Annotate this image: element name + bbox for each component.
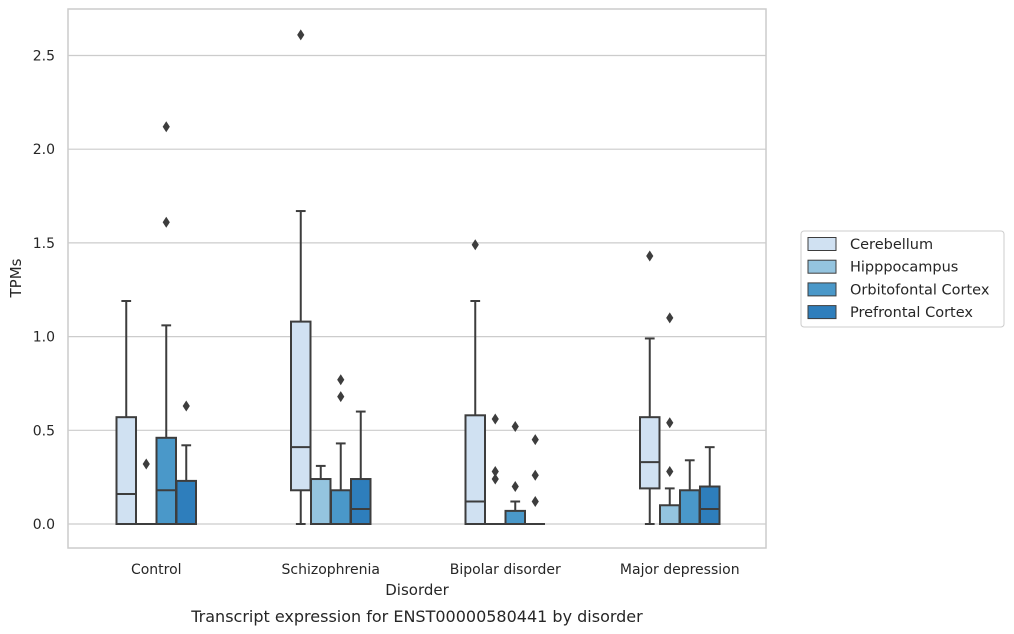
outlier-point bbox=[182, 400, 190, 412]
outlier-point bbox=[142, 458, 150, 470]
outlier-point bbox=[162, 121, 170, 133]
box-plot bbox=[155, 121, 177, 525]
outlier-point bbox=[646, 250, 654, 262]
chart-caption: Transcript expression for ENST0000058044… bbox=[190, 607, 643, 626]
plot-area bbox=[67, 8, 767, 549]
box bbox=[504, 509, 526, 525]
box bbox=[699, 485, 721, 525]
legend-label: Prefrontal Cortex bbox=[850, 305, 973, 321]
outlier-point bbox=[511, 481, 519, 493]
x-axis-title: Disorder bbox=[385, 581, 449, 599]
legend-swatch bbox=[807, 282, 837, 297]
box-plot bbox=[175, 400, 197, 526]
legend-label: Cerebellum bbox=[850, 237, 933, 253]
y-tick-label: 1.5 bbox=[33, 236, 55, 252]
box-plot bbox=[330, 374, 352, 526]
y-tick-label: 1.0 bbox=[33, 330, 55, 346]
outlier-point bbox=[337, 374, 345, 386]
y-tick-label: 2.5 bbox=[33, 49, 55, 65]
legend-label: Orbitofontal Cortex bbox=[850, 282, 990, 298]
box-plot bbox=[464, 239, 486, 526]
outlier-point bbox=[666, 417, 674, 429]
outlier-point bbox=[337, 391, 345, 403]
outlier-point bbox=[531, 496, 539, 508]
box-plot bbox=[290, 29, 312, 525]
box-plot bbox=[504, 421, 526, 525]
y-tick-label: 0.5 bbox=[33, 423, 55, 439]
outlier-point bbox=[531, 469, 539, 481]
outlier-point bbox=[471, 239, 479, 251]
box bbox=[659, 504, 681, 526]
legend-swatch bbox=[807, 259, 837, 274]
box bbox=[639, 416, 661, 490]
box-plot bbox=[350, 410, 372, 525]
legend-swatch bbox=[807, 305, 837, 320]
axis-ticks: 0.0 0.5 1.0 1.5 2.0 2.5 Control Schizophrenia Bi… bbox=[33, 49, 740, 579]
box-plot bbox=[679, 459, 701, 526]
y-axis-title: TPMs bbox=[7, 258, 25, 298]
legend: Cerebellum Hipppocampus Orbitofontal Corte… bbox=[800, 230, 1005, 328]
x-tick-label: Schizophrenia bbox=[282, 562, 380, 578]
box bbox=[175, 479, 197, 526]
box-plot bbox=[115, 299, 137, 526]
outlier-point bbox=[162, 216, 170, 228]
x-tick-label: Control bbox=[131, 562, 182, 578]
boxes bbox=[115, 29, 721, 526]
outlier-point bbox=[491, 466, 499, 478]
legend-frame bbox=[800, 230, 1005, 328]
outlier-point bbox=[511, 421, 519, 433]
box-plot bbox=[136, 458, 156, 525]
box-plot bbox=[659, 312, 681, 526]
legend-label: Hipppocampus bbox=[850, 260, 958, 276]
box bbox=[464, 414, 486, 526]
box bbox=[115, 416, 137, 526]
box bbox=[155, 436, 177, 525]
box bbox=[310, 478, 332, 525]
box-plot bbox=[525, 434, 545, 525]
legend-swatch bbox=[807, 237, 837, 251]
box bbox=[330, 489, 352, 526]
box-plot bbox=[639, 250, 661, 525]
outlier-point bbox=[491, 413, 499, 425]
box-plot bbox=[699, 446, 721, 525]
outlier-point bbox=[491, 473, 499, 485]
outlier-point bbox=[666, 312, 674, 324]
outlier-point bbox=[531, 434, 539, 446]
outlier-point bbox=[297, 29, 305, 41]
legend-items: Cerebellum Hipppocampus Orbitofontal Corte… bbox=[807, 237, 990, 321]
y-tick-label: 2.0 bbox=[33, 142, 55, 158]
x-tick-label: Major depression bbox=[620, 562, 740, 578]
outlier-point bbox=[666, 466, 674, 478]
box-plot bbox=[485, 413, 505, 525]
box bbox=[350, 478, 372, 525]
x-tick-label: Bipolar disorder bbox=[450, 562, 561, 578]
box bbox=[290, 320, 312, 492]
box bbox=[679, 489, 701, 526]
box-plot bbox=[310, 464, 332, 525]
y-tick-label: 0.0 bbox=[33, 517, 55, 533]
